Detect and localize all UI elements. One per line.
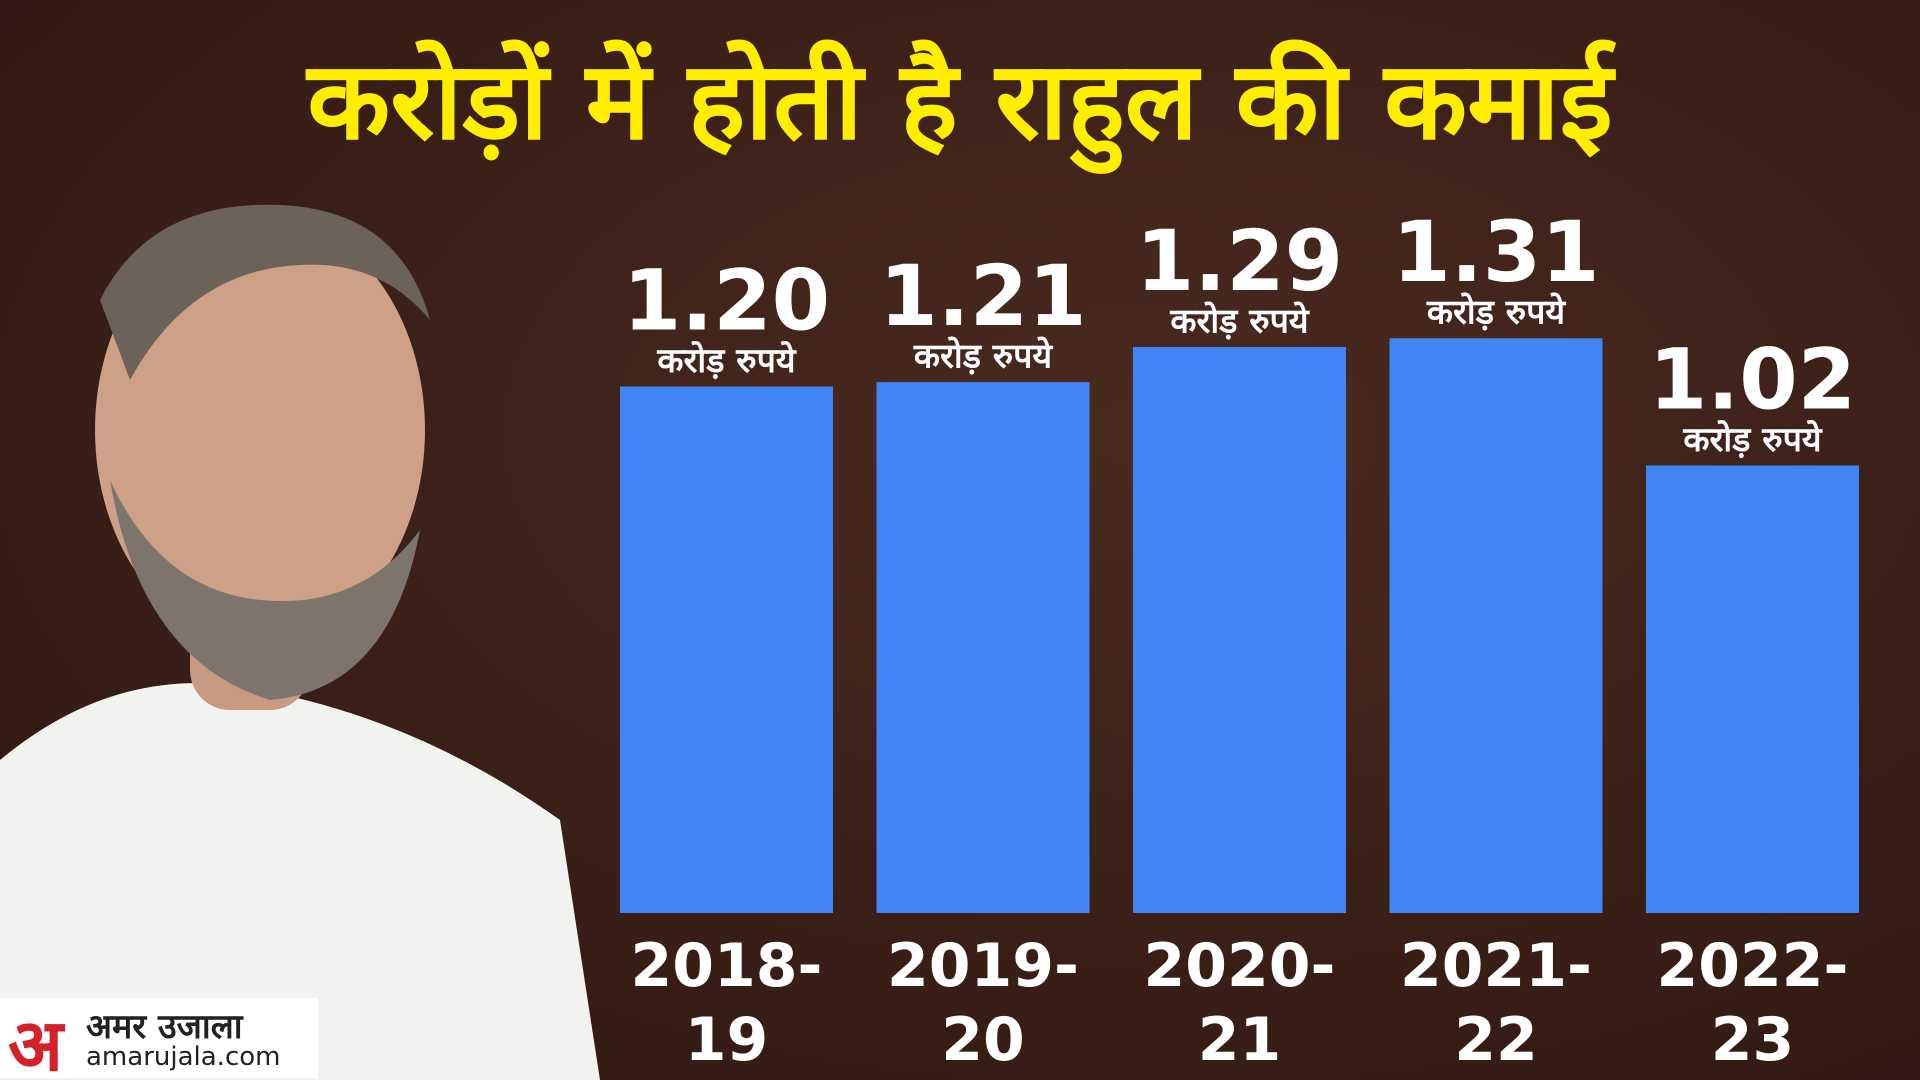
value-label: 1.29 [1136,212,1343,310]
value-label: 1.31 [1392,203,1599,301]
x-tick-label: 2020-21 [1143,931,1336,1075]
chart-title: करोड़ों में होती है राहुल की कमाई [305,39,1617,174]
logo: अ अमर उजाला amarujala.com [0,998,318,1080]
face [95,215,425,645]
portrait [0,204,600,1080]
bar [876,382,1090,913]
logo-letter: अ [8,1003,64,1080]
x-tick-label: 2018-19 [630,931,823,1075]
x-tick-label: 2019-20 [887,931,1079,1075]
x-tick-label: 2022-23 [1656,931,1849,1075]
shirt [0,683,600,1080]
bar [1389,338,1603,913]
value-label: 1.02 [1649,330,1856,428]
bar [1133,347,1346,913]
value-label: 1.21 [879,247,1086,345]
logo-site: amarujala.com [86,1042,281,1072]
logo-name: अमर उजाला [86,1007,243,1047]
value-label: 1.20 [623,251,830,349]
bar [1646,465,1859,913]
bar [620,386,833,913]
unit-label: करोड़ रुपये [1169,301,1309,342]
unit-label: करोड़ रुपये [1426,292,1566,333]
unit-label: करोड़ रुपये [1682,419,1822,460]
x-tick-label: 2021-22 [1400,931,1592,1075]
unit-label: करोड़ रुपये [913,336,1053,377]
unit-label: करोड़ रुपये [656,340,796,381]
hair [100,204,430,380]
beard [110,480,420,700]
